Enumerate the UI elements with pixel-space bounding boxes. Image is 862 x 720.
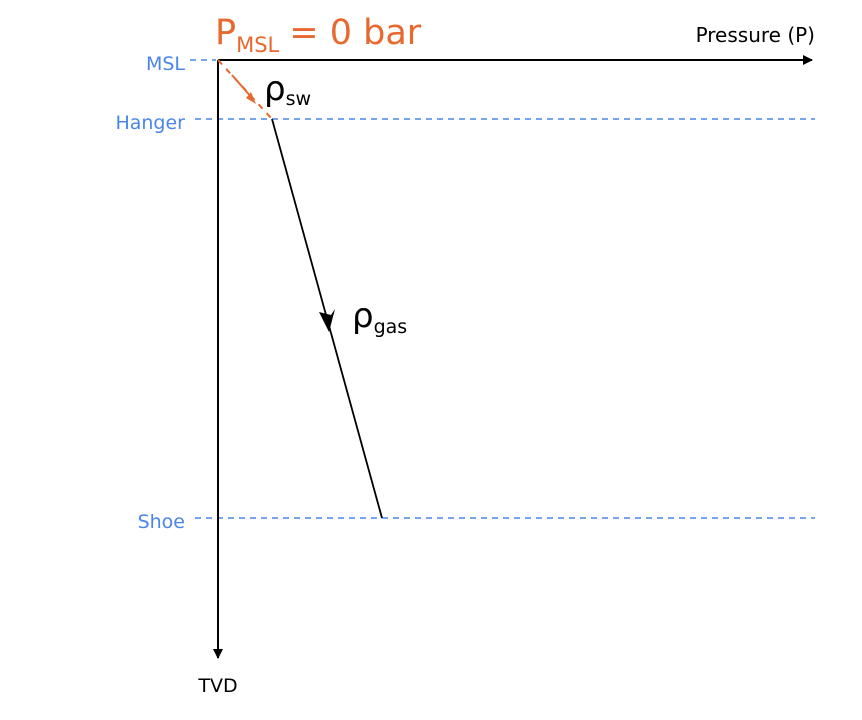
seawater-arrow-shaft xyxy=(231,74,253,99)
density-symbol: ρ xyxy=(352,296,374,336)
pressure-subscript: MSL xyxy=(236,33,279,57)
density-label: ρsw xyxy=(264,69,311,110)
depth-label: Hanger xyxy=(115,112,185,134)
pressure-rest: = 0 bar xyxy=(289,13,422,53)
pressure-symbol: P xyxy=(215,13,236,53)
density-subscript: sw xyxy=(286,88,311,110)
gas-arrow xyxy=(319,309,335,332)
x-axis-label: Pressure (P) xyxy=(696,23,815,47)
depth-label: MSL xyxy=(146,53,185,75)
density-label: ρgas xyxy=(352,296,407,338)
depth-label: Shoe xyxy=(138,511,185,533)
pressure-label: PMSL = 0 bar xyxy=(215,13,422,57)
density-subscript: gas xyxy=(374,316,408,338)
y-axis-label: TVD xyxy=(197,675,237,697)
density-symbol: ρ xyxy=(264,69,286,109)
